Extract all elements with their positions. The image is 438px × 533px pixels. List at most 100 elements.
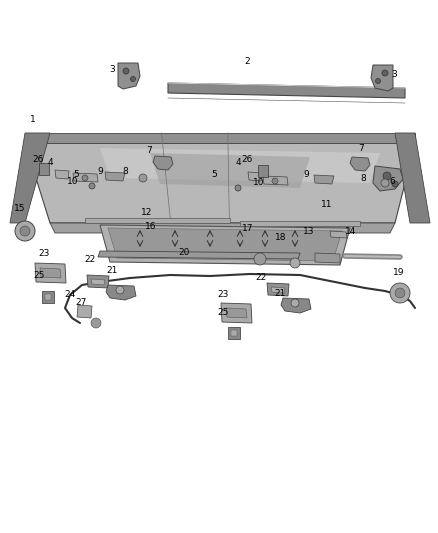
Bar <box>258 165 268 177</box>
Circle shape <box>375 78 381 84</box>
Text: 10: 10 <box>253 178 264 187</box>
Polygon shape <box>240 221 360 226</box>
Circle shape <box>383 172 391 180</box>
Text: 22: 22 <box>84 255 95 264</box>
Polygon shape <box>281 298 311 313</box>
Polygon shape <box>35 263 66 283</box>
Text: 1: 1 <box>30 116 36 124</box>
Polygon shape <box>100 148 380 183</box>
Polygon shape <box>85 218 230 223</box>
Text: 26: 26 <box>242 156 253 164</box>
Bar <box>39 163 49 175</box>
Text: 12: 12 <box>141 208 152 216</box>
Polygon shape <box>108 228 342 261</box>
Text: 3: 3 <box>391 70 397 79</box>
Polygon shape <box>267 283 289 296</box>
Circle shape <box>390 283 410 303</box>
Text: 5: 5 <box>212 171 218 179</box>
Text: 3: 3 <box>109 65 115 74</box>
Polygon shape <box>314 175 334 184</box>
Text: 26: 26 <box>32 156 44 164</box>
Circle shape <box>235 185 241 191</box>
Text: 25: 25 <box>34 271 45 280</box>
Text: 13: 13 <box>303 228 314 236</box>
Circle shape <box>82 175 88 181</box>
Polygon shape <box>371 65 393 91</box>
Circle shape <box>381 179 389 187</box>
Bar <box>228 327 240 339</box>
Polygon shape <box>271 287 285 293</box>
Polygon shape <box>168 83 405 98</box>
Text: 20: 20 <box>178 248 190 256</box>
Polygon shape <box>50 223 395 233</box>
Text: 6: 6 <box>389 177 395 185</box>
Circle shape <box>392 181 398 187</box>
Circle shape <box>290 258 300 268</box>
Circle shape <box>131 77 135 82</box>
Text: 7: 7 <box>358 144 364 152</box>
Bar <box>231 330 237 336</box>
Text: 25: 25 <box>218 309 229 317</box>
Text: 11: 11 <box>321 200 332 208</box>
Polygon shape <box>25 133 415 143</box>
Text: 15: 15 <box>14 205 25 213</box>
Polygon shape <box>77 305 92 318</box>
Circle shape <box>139 174 147 182</box>
Polygon shape <box>395 133 430 223</box>
Polygon shape <box>40 268 61 278</box>
Text: 27: 27 <box>75 298 87 307</box>
Circle shape <box>116 286 124 294</box>
Polygon shape <box>150 153 310 188</box>
Circle shape <box>15 221 35 241</box>
Circle shape <box>91 318 101 328</box>
Circle shape <box>254 253 266 265</box>
Circle shape <box>20 226 30 236</box>
Circle shape <box>382 70 388 76</box>
Polygon shape <box>25 143 415 223</box>
Polygon shape <box>248 172 262 181</box>
Text: 18: 18 <box>275 233 286 241</box>
Text: 4: 4 <box>236 158 241 167</box>
Polygon shape <box>315 253 340 263</box>
Text: 17: 17 <box>242 224 253 232</box>
Text: 14: 14 <box>345 228 356 236</box>
Bar <box>45 294 51 300</box>
Text: 4: 4 <box>48 158 53 167</box>
Text: 8: 8 <box>122 167 128 176</box>
Polygon shape <box>350 157 370 171</box>
Circle shape <box>291 299 299 307</box>
Text: 5: 5 <box>74 171 80 179</box>
Polygon shape <box>263 176 288 185</box>
Text: 8: 8 <box>360 174 367 183</box>
Circle shape <box>272 178 278 184</box>
Polygon shape <box>73 173 98 182</box>
Text: 22: 22 <box>255 273 266 281</box>
Text: 10: 10 <box>67 177 78 185</box>
Text: 19: 19 <box>393 269 404 277</box>
Polygon shape <box>106 285 136 300</box>
Polygon shape <box>330 231 347 238</box>
Text: 21: 21 <box>275 289 286 297</box>
Polygon shape <box>55 170 69 179</box>
Polygon shape <box>221 303 252 323</box>
Text: 2: 2 <box>245 57 250 66</box>
Text: 23: 23 <box>38 249 49 257</box>
Polygon shape <box>105 172 125 181</box>
Polygon shape <box>226 308 247 318</box>
Polygon shape <box>118 63 140 89</box>
Circle shape <box>89 183 95 189</box>
Text: 23: 23 <box>218 290 229 298</box>
Text: 24: 24 <box>64 290 76 298</box>
Polygon shape <box>373 166 403 191</box>
Text: 9: 9 <box>98 167 104 176</box>
Bar <box>42 291 54 303</box>
Text: 9: 9 <box>304 170 310 179</box>
Polygon shape <box>153 156 173 170</box>
Text: 21: 21 <box>106 266 117 275</box>
Polygon shape <box>10 133 50 223</box>
Circle shape <box>123 68 129 74</box>
Circle shape <box>395 288 405 298</box>
Polygon shape <box>98 251 300 259</box>
Text: 16: 16 <box>145 222 157 231</box>
Text: 7: 7 <box>146 146 152 155</box>
